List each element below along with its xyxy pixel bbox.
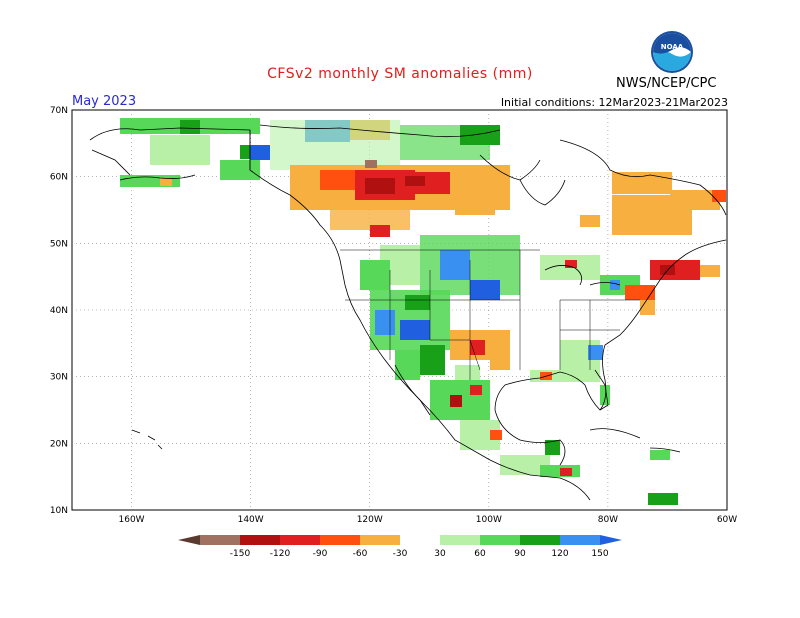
anomaly-patch bbox=[360, 260, 390, 290]
latitude-label: 60N bbox=[50, 173, 68, 183]
latitude-label: 10N bbox=[50, 506, 68, 516]
legend-label: 120 bbox=[551, 549, 568, 559]
anomaly-patch bbox=[250, 145, 270, 160]
noaa-logo-text: NOAA bbox=[661, 43, 684, 51]
anomaly-patch bbox=[460, 125, 500, 145]
legend-swatch bbox=[200, 535, 240, 545]
anomaly-patch bbox=[320, 170, 360, 190]
map-title: CFSv2 monthly SM anomalies (mm) bbox=[267, 66, 533, 82]
legend-label: 150 bbox=[591, 549, 608, 559]
legend-label: 90 bbox=[514, 549, 526, 559]
longitude-label: 120W bbox=[357, 515, 383, 525]
anomaly-patch bbox=[650, 450, 670, 460]
anomaly-patch bbox=[160, 178, 172, 186]
anomaly-patch bbox=[545, 440, 560, 455]
anomaly-patch bbox=[365, 178, 395, 194]
legend-label: -150 bbox=[230, 549, 251, 559]
anomaly-field bbox=[120, 118, 726, 505]
longitude-label: 100W bbox=[476, 515, 502, 525]
legend-label: -60 bbox=[353, 549, 368, 559]
legend-swatch bbox=[280, 535, 320, 545]
anomaly-patch bbox=[370, 225, 390, 237]
legend-label: 30 bbox=[434, 549, 446, 559]
anomaly-patch bbox=[625, 285, 655, 300]
anomaly-patch bbox=[648, 493, 678, 505]
anomaly-patch bbox=[640, 300, 655, 315]
latitude-label: 70N bbox=[50, 106, 68, 116]
anomaly-patch bbox=[405, 176, 425, 186]
anomaly-patch bbox=[450, 395, 462, 407]
longitude-label: 140W bbox=[238, 515, 264, 525]
longitude-label: 80W bbox=[598, 515, 618, 525]
legend-swatch bbox=[360, 535, 400, 545]
anomaly-patch bbox=[612, 172, 672, 194]
noaa-logo: NOAA bbox=[650, 30, 694, 74]
anomaly-patch bbox=[395, 350, 420, 380]
agency-label: NWS/NCEP/CPC bbox=[616, 76, 717, 91]
anomaly-patch bbox=[440, 250, 470, 280]
legend-swatch bbox=[560, 535, 600, 545]
anomaly-patch bbox=[150, 135, 210, 165]
anomaly-patch bbox=[560, 468, 572, 476]
legend-swatch bbox=[520, 535, 560, 545]
latitude-label: 40N bbox=[50, 306, 68, 316]
legend-swatch bbox=[400, 535, 440, 545]
legend-high-arrow bbox=[600, 535, 622, 545]
anomaly-patch bbox=[220, 160, 260, 180]
anomaly-patch bbox=[588, 345, 603, 360]
anomaly-patch bbox=[490, 355, 510, 370]
legend-label: -90 bbox=[313, 549, 328, 559]
latitude-label: 50N bbox=[50, 239, 68, 249]
legend-swatch bbox=[240, 535, 280, 545]
anomaly-patch bbox=[470, 385, 482, 395]
latitude-label: 20N bbox=[50, 439, 68, 449]
anomaly-patch bbox=[405, 295, 430, 310]
anomaly-patch bbox=[700, 265, 720, 277]
anomaly-patch bbox=[565, 260, 577, 268]
coastlines bbox=[89, 124, 727, 501]
legend-label: -120 bbox=[270, 549, 291, 559]
anomaly-patch bbox=[420, 345, 445, 375]
anomaly-patch bbox=[375, 310, 395, 335]
graticule bbox=[72, 110, 727, 510]
anomaly-patch bbox=[712, 190, 726, 202]
legend-swatch bbox=[440, 535, 480, 545]
anomaly-patch bbox=[610, 280, 620, 290]
longitude-label: 60W bbox=[717, 515, 737, 525]
anomaly-patch bbox=[400, 320, 430, 340]
valid-month-label: May 2023 bbox=[72, 94, 137, 109]
anomaly-patch bbox=[580, 215, 600, 227]
legend-low-arrow bbox=[178, 535, 200, 545]
longitude-label: 160W bbox=[119, 515, 145, 525]
legend-swatch bbox=[320, 535, 360, 545]
initial-conditions-label: Initial conditions: 12Mar2023-21Mar2023 bbox=[500, 96, 728, 109]
anomaly-patch bbox=[470, 280, 500, 300]
anomaly-patch bbox=[365, 160, 377, 168]
legend-label: -30 bbox=[393, 549, 408, 559]
legend-label: 60 bbox=[474, 549, 486, 559]
anomaly-patch bbox=[600, 385, 610, 405]
legend-swatch bbox=[480, 535, 520, 545]
anomaly-patch bbox=[670, 190, 720, 210]
latitude-label: 30N bbox=[50, 373, 68, 383]
anomaly-patch bbox=[180, 120, 200, 134]
legend-colorbar: -150 -120 -90 -60 -30 30 60 90 120 150 bbox=[178, 535, 622, 559]
anomaly-patch bbox=[490, 430, 502, 440]
political-boundaries bbox=[249, 130, 640, 380]
anomaly-patch bbox=[455, 195, 495, 215]
axis-labels: 70N 60N 50N 40N 30N 20N 10N 160W 140W 120W 100W 80W… bbox=[50, 106, 737, 525]
